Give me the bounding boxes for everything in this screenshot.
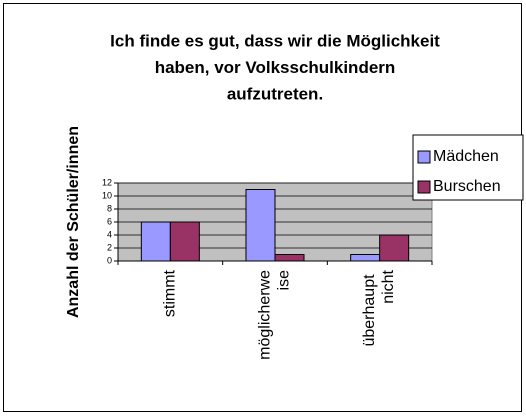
y-tick-label: 6 — [107, 216, 112, 226]
chart-title: aufzutreten. — [227, 84, 323, 103]
legend-swatch — [417, 150, 431, 164]
bar — [169, 221, 200, 262]
bar — [350, 254, 381, 262]
bar — [245, 189, 276, 262]
legend-label: Burschen — [433, 178, 501, 195]
legend-label: Mädchen — [433, 148, 499, 165]
chart-title: Ich finde es gut, dass wir die Möglichke… — [110, 31, 440, 50]
x-tick-label: stimmt — [162, 269, 179, 317]
bar — [140, 221, 171, 262]
y-tick-label: 8 — [107, 203, 112, 213]
y-axis-label: Anzahl der Schüler/innen — [65, 126, 82, 318]
legend-box — [412, 134, 524, 201]
y-tick-label: 2 — [107, 242, 112, 252]
y-tick-label: 10 — [102, 190, 112, 200]
y-tick-label: 0 — [107, 255, 112, 265]
y-tick-label: 12 — [102, 177, 112, 187]
x-tick-label: möglicherwe ise — [257, 270, 293, 360]
bar — [379, 234, 410, 262]
chart-title: haben, vor Volksschulkindern — [155, 58, 396, 77]
legend-swatch — [417, 180, 431, 194]
bar — [274, 254, 305, 262]
x-tick-label: überhaupt nicht — [361, 269, 397, 346]
y-tick-label: 4 — [107, 229, 112, 239]
